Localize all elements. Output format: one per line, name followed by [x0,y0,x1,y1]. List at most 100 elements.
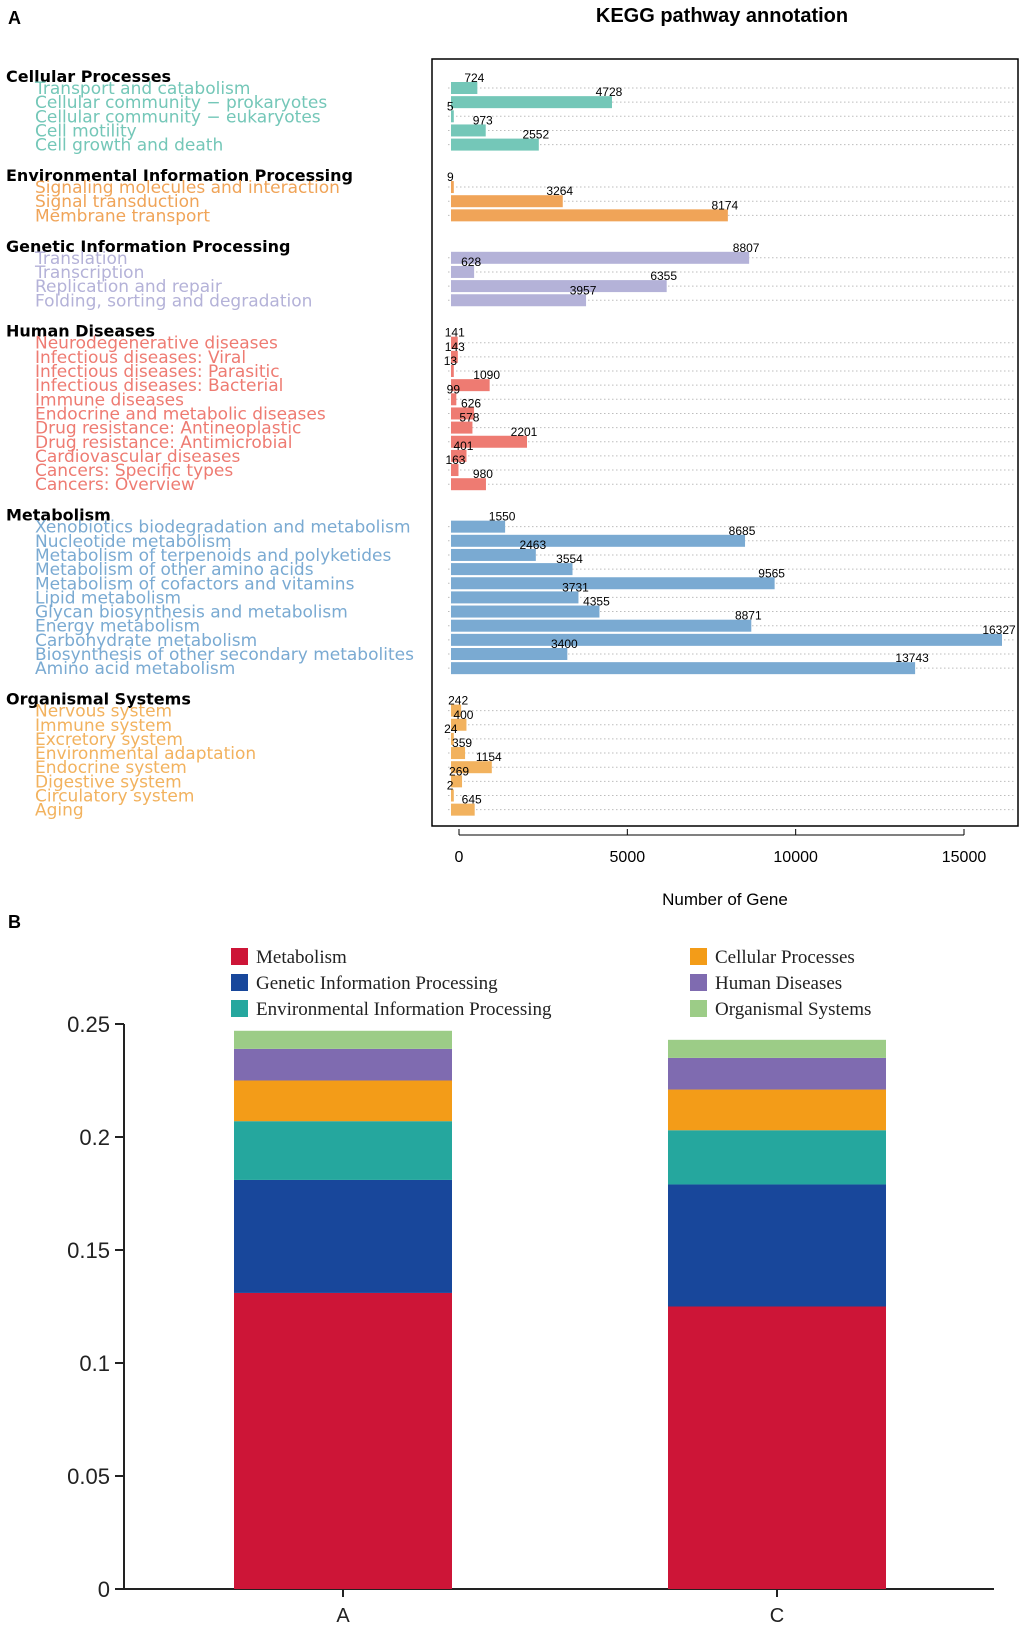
bar-value-metabolism-of-cofactors-and-vitamins: 9565 [758,566,785,580]
bar-value-immune-diseases: 99 [447,382,461,396]
x-tick-label: 10000 [773,849,818,866]
bar-value-drug-resistance-antineoplastic: 578 [459,411,479,425]
category-label-metabolism-of-cofactors-and-vitamins: Metabolism of cofactors and vitamins [35,574,355,594]
bar-aging [451,803,475,816]
y-tick-label: 0.2 [79,1125,110,1150]
legend-swatch-cellular-processes [690,948,707,965]
bar-glycan-biosynthesis-and-metabolism [451,605,600,618]
bar-metabolism-of-cofactors-and-vitamins [451,577,775,590]
bar-excretory-system [451,732,454,745]
bar-value-translation: 8807 [733,241,760,255]
y-tick-label: 0.05 [67,1464,110,1489]
legend-swatch-human-diseases [690,974,707,991]
bar-value-amino-acid-metabolism: 13743 [895,651,929,665]
legend-label-human-diseases: Human Diseases [715,973,842,994]
category-label-endocrine-and-metabolic-diseases: Endocrine and metabolic diseases [35,404,326,424]
bar-metabolism-of-terpenoids-and-polyketides [451,548,536,561]
bar-value-metabolism-of-other-amino-acids: 3554 [556,552,583,566]
x-tick-label-a: A [336,1605,350,1627]
category-label-infectious-diseases-viral: Infectious diseases: Viral [35,348,246,368]
group-label-metabolism: Metabolism [6,506,111,525]
bar-transport-and-catabolism [451,82,478,94]
legend-swatch-genetic-information-processing [231,974,248,991]
chart-a-bars: 724 4728 5 973 2552 9 3264 8174 8807 628 6355 3957 1… [444,71,1016,816]
y-tick-label: 0 [98,1577,110,1602]
category-label-transcription: Transcription [34,263,144,283]
bar-value-environmental-adaptation: 359 [452,736,472,750]
legend-label-genetic-information-processing: Genetic Information Processing [256,973,498,994]
legend-swatch-metabolism [231,948,248,965]
bar-value-endocrine-system: 1154 [476,750,502,764]
bar-value-signal-transduction: 3264 [546,184,573,198]
bar-value-circulatory-system: 2 [447,779,454,793]
bar-value-cardiovascular-diseases: 401 [453,439,473,453]
bar-drug-resistance-antineoplastic [451,421,473,434]
x-tick-label-c: C [770,1605,784,1627]
category-label-immune-system: Immune system [35,716,172,736]
category-label-environmental-adaptation: Environmental adaptation [35,744,256,764]
category-label-infectious-diseases-bacterial: Infectious diseases: Bacterial [35,376,283,396]
chart-a-title: KEGG pathway annotation [596,5,848,27]
bar-metabolism-of-other-amino-acids [451,563,573,576]
bar-replication-and-repair [451,280,667,293]
bar-carbohydrate-metabolism [451,633,1002,646]
bar-a-genetic-information-processing [234,1179,452,1293]
category-label-neurodegenerative-diseases: Neurodegenerative diseases [35,334,278,354]
bar-value-signaling-molecules-and-interaction: 9 [447,170,454,184]
category-label-nervous-system: Nervous system [35,702,172,722]
category-label-translation: Translation [34,249,128,269]
bar-nucleotide-metabolism [451,534,746,547]
legend-label-metabolism: Metabolism [256,947,347,968]
bar-environmental-adaptation [451,747,466,760]
bar-nervous-system [451,704,462,717]
bar-value-cell-motility: 973 [473,113,493,127]
bar-cancers-specific-types [451,464,459,477]
bar-value-infectious-diseases-bacterial: 1090 [473,368,500,382]
category-label-signal-transduction: Signal transduction [35,192,200,212]
bar-folding-sorting-and-degradation [451,294,587,307]
bar-value-energy-metabolism: 8871 [735,609,762,623]
bar-energy-metabolism [451,619,752,632]
bar-translation [451,251,750,264]
chart-b-bars [234,1030,886,1589]
bar-signal-transduction [451,195,563,208]
y-tick-label: 0.15 [67,1238,110,1263]
bar-cell-motility [451,124,486,137]
bar-a-organismal-systems [234,1030,452,1049]
category-label-endocrine-system: Endocrine system [35,758,187,778]
bar-value-glycan-biosynthesis-and-metabolism: 4355 [583,595,610,609]
bar-c-metabolism [668,1306,886,1589]
bar-value-lipid-metabolism: 3731 [562,580,589,594]
legend-label-cellular-processes: Cellular Processes [715,947,855,968]
bar-a-cellular-processes [234,1080,452,1122]
bar-a-human-diseases [234,1048,452,1081]
bar-value-excretory-system: 24 [444,722,458,736]
bar-value-digestive-system: 269 [449,764,469,778]
bar-endocrine-system [451,761,492,774]
category-label-metabolism-of-other-amino-acids: Metabolism of other amino acids [35,560,314,580]
bar-value-transcription: 628 [461,255,481,269]
bar-cancers-overview [451,478,486,491]
bar-value-cellular-community-eukaryotes: 5 [447,99,454,113]
category-label-nucleotide-metabolism: Nucleotide metabolism [35,532,232,552]
bar-value-nervous-system: 242 [448,694,468,708]
legend-swatch-environmental-information-processing [231,1000,248,1017]
category-label-energy-metabolism: Energy metabolism [35,617,200,637]
group-label-genetic-information-processing: Genetic Information Processing [6,237,290,256]
bar-cardiovascular-diseases [451,449,467,462]
bar-immune-diseases [451,393,457,406]
panel-b-letter: B [8,912,21,932]
x-tick-label: 0 [455,849,464,866]
bar-value-transport-and-catabolism: 724 [464,71,484,85]
group-label-cellular-processes: Cellular Processes [6,67,171,86]
category-label-immune-diseases: Immune diseases [35,390,184,410]
panel-a-letter: A [8,8,21,28]
category-label-folding-sorting-and-degradation: Folding, sorting and degradation [35,291,312,311]
group-label-environmental-information-processing: Environmental Information Processing [6,166,353,185]
category-label-excretory-system: Excretory system [35,730,183,750]
bar-value-carbohydrate-metabolism: 16327 [982,623,1016,637]
bar-value-cancers-overview: 980 [473,467,493,481]
bar-membrane-transport [451,209,728,222]
category-label-metabolism-of-terpenoids-and-polyketides: Metabolism of terpenoids and polyketides [35,546,391,566]
bar-value-drug-resistance-antimicrobial: 2201 [511,425,538,439]
